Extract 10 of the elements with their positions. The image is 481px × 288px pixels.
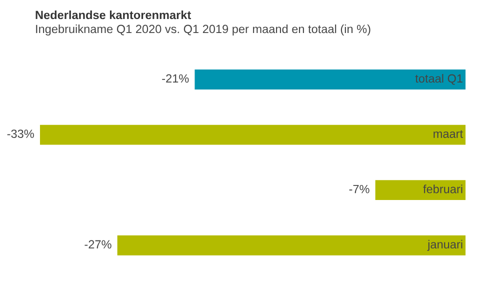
chart-title: Nederlandse kantorenmarkt [36,10,192,20]
data-label: -27% [84,240,112,248]
chart-subtitle: Ingebruikname Q1 2020 vs. Q1 2019 per maand en totaal (in %) [36,24,370,36]
data-label: -33% [7,130,34,138]
data-label: -7% [349,184,370,194]
y-tick-label: januari [427,240,462,251]
data-label: -21% [162,74,189,83]
y-tick-label: totaal Q1 [415,74,462,85]
y-tick-label: februari [423,184,462,194]
y-tick-label: maart [434,130,463,138]
